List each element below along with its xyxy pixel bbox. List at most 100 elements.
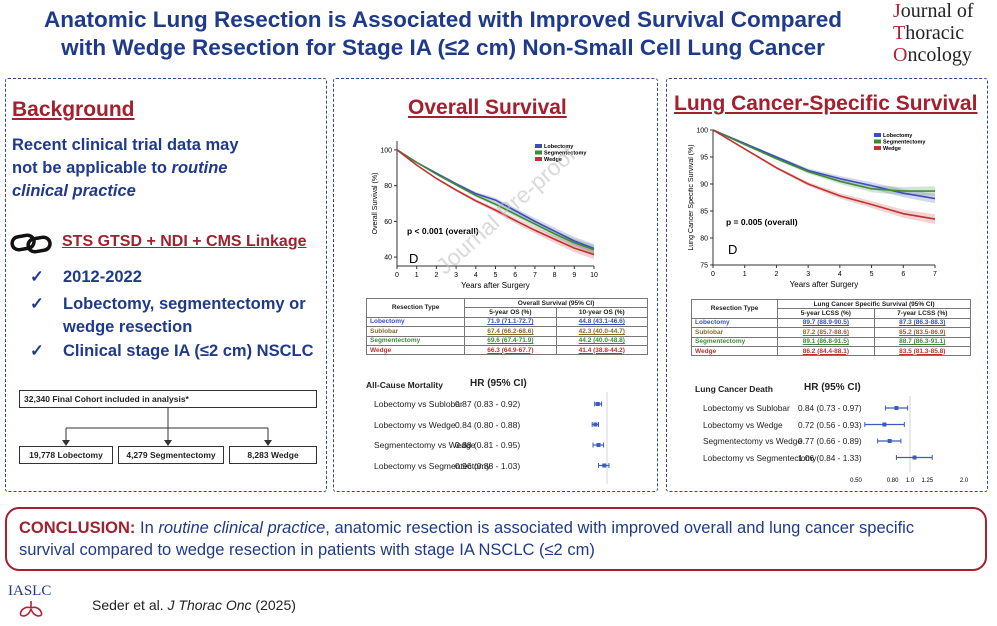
table-header: Resection Type: [690, 299, 779, 319]
legend-swatch: [874, 133, 881, 137]
forest-plot-svg: 0.500.801.01.252.0: [591, 392, 610, 484]
journal-word-3: Oncology: [893, 44, 972, 66]
x-tick-label: 3: [454, 272, 458, 279]
background-line-3: clinical practice: [12, 180, 239, 203]
journal-word-1: Journal of: [893, 0, 974, 22]
bullet-line: Clinical stage IA (≤2 cm) NSCLC: [63, 342, 314, 360]
x-tick-label: 5: [870, 271, 874, 278]
background-line-1: Recent clinical trial data may: [12, 136, 239, 154]
forest-row-hr: 0.96 (0.88 - 1.03): [455, 460, 521, 471]
table-cell: 42.3 (40.0-44.7): [555, 326, 649, 337]
series-line-wedge: [396, 149, 595, 256]
check-icon: ✓: [30, 342, 44, 360]
hr-header: HR (95% CI): [804, 382, 861, 393]
legend-label: Wedge: [544, 157, 562, 163]
os-chart: 40 60 80 100 0 1 2 3 4 5 6 7 8 9 10 Years after Surgery…: [372, 141, 598, 290]
ci-band: [397, 149, 594, 254]
flow-arrows: [62, 407, 272, 446]
table-cell: 89.1 (86.8-91.5): [777, 336, 875, 347]
background-italic-text: routine: [171, 159, 228, 177]
forest-row-label: Lobectomy vs Segmentectomy: [703, 452, 817, 463]
table-cell: 88.7 (86.3-91.1): [873, 336, 972, 347]
x-tick-label: 1: [743, 271, 747, 278]
background-panel: [5, 78, 327, 492]
forest-tick-label: 1.0: [906, 478, 915, 484]
y-tick-label: 100: [696, 128, 708, 135]
hr-point: [912, 455, 917, 460]
forest-row-hr: 1.06 (0.84 - 1.33): [798, 452, 862, 463]
ci-band: [713, 130, 935, 224]
hr-point: [602, 463, 607, 468]
survival-table: Resection Type Overall Survival (95% CI) 5…: [365, 297, 649, 356]
y-tick-label: 60: [384, 219, 392, 226]
table-row: Wedge 86.2 (84.4-88.1) 83.5 (81.3-85.8): [690, 345, 972, 357]
journal-logo: Journal of Thoracic Oncology: [893, 0, 974, 66]
legend-swatch: [535, 157, 542, 161]
table-cell: Lobectomy: [365, 316, 466, 328]
lcss-chart: 75 80 85 90 95 100 0 1 2 3 4 5 6 7 Years after Surgery…: [688, 128, 937, 290]
x-tick-label: 1: [415, 272, 419, 279]
forest-row-label: Segmentectomy vs Wedge: [374, 440, 476, 450]
y-tick-label: 85: [700, 209, 708, 216]
check-icon: ✓: [30, 295, 44, 313]
title-line-1: Anatomic Lung Resection is Associated wi…: [43, 7, 843, 32]
table-cell: 66.3 (64.9-67.7): [464, 344, 557, 356]
y-tick-label: 95: [700, 155, 708, 162]
lobectomy-count-box: 19,778 Lobectomy: [19, 446, 113, 464]
citation-journal: J Thorac Onc: [167, 597, 252, 613]
forest-row-hr: 0.72 (0.56 - 0.93): [798, 419, 862, 430]
survival-table: Resection Type Lung Cancer Specific Survi…: [690, 298, 972, 357]
linkage-text: STS GTSD + NDI + CMS Linkage: [62, 233, 307, 250]
citation-year: (2025): [251, 597, 296, 613]
legend-label: Segmentectomy: [883, 140, 926, 146]
title-line-2: with Wedge Resection for Stage IA (≤2 cm…: [61, 35, 825, 60]
y-axis-label: Lung Cancer Specific Survival (%): [688, 144, 695, 250]
citation-authors: Seder et al.: [92, 597, 168, 613]
table-cell: 69.6 (67.4-71.9): [464, 335, 557, 346]
x-tick-label: 8: [553, 272, 557, 279]
y-tick-label: 75: [700, 263, 708, 270]
forest-title: All-Cause Mortality: [366, 380, 443, 390]
p-value: p < 0.001 (overall): [407, 226, 479, 236]
table-row: Wedge 66.3 (64.9-67.7) 41.4 (38.8-44.2): [365, 344, 649, 356]
table-cell: 67.4 (66.2-68.6): [464, 326, 557, 337]
table-cell: Wedge: [690, 345, 779, 357]
x-tick-label: 7: [933, 271, 937, 278]
legend-label: Lobectomy: [544, 144, 574, 150]
ci-band: [713, 130, 935, 196]
series-line-lobectomy: [712, 129, 936, 200]
table-header: Resection Type: [365, 298, 466, 318]
legend-swatch: [535, 144, 542, 148]
x-tick-label: 2: [774, 271, 778, 278]
table-subheader: 10-year OS (%): [555, 307, 649, 318]
x-tick-label: 9: [572, 272, 576, 279]
y-tick-label: 90: [700, 182, 708, 189]
table-cell: 85.2 (83.5-86.9): [873, 327, 972, 338]
bullet-line: Lobectomy, segmentectomy or: [63, 295, 306, 313]
x-tick-label: 4: [474, 272, 478, 279]
table-row: Lobectomy 71.9 (71.1-72.7) 44.8 (43.1-46.6…: [365, 316, 649, 328]
os-panel: [333, 78, 658, 492]
series-line-segmentectomy: [712, 129, 935, 192]
table-cell: Lobectomy: [690, 317, 779, 329]
bullet-item: 2012-2022: [63, 266, 142, 289]
segmentectomy-count-box: 4,279 Segmentectomy: [118, 446, 224, 464]
forest-row-hr: 0.84 (0.73 - 0.97): [798, 403, 862, 413]
table-header: Lung Cancer Specific Survival (95% CI): [777, 298, 971, 310]
ci-band: [397, 149, 594, 260]
forest-row-label: Segmentectomy vs Wedge: [703, 436, 802, 446]
lcss-panel: [666, 78, 988, 492]
conclusion-pre: In: [135, 519, 159, 537]
forest-row-label: Lobectomy vs Sublobar: [374, 399, 463, 409]
series-line-segmentectomy: [396, 149, 595, 251]
p-value: p = 0.005 (overall): [726, 217, 798, 227]
table-cell: 89.7 (88.9-90.5): [777, 317, 875, 329]
link-chain-icon: [10, 233, 52, 254]
hr-point: [595, 402, 600, 406]
forest-row-label: Lobectomy vs Segmentectomy: [374, 460, 491, 471]
conclusion-text: , anatomic resection is associated with …: [19, 519, 915, 559]
hr-point: [596, 443, 601, 447]
lungs-icon: [19, 601, 43, 617]
forest-row-label: Lobectomy vs Wedge: [374, 419, 456, 430]
x-axis-label: Years after Surgery: [790, 280, 859, 289]
